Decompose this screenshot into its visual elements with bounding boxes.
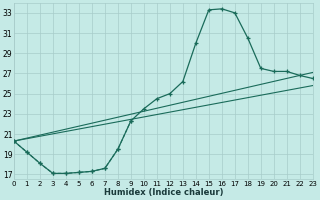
X-axis label: Humidex (Indice chaleur): Humidex (Indice chaleur): [104, 188, 223, 197]
